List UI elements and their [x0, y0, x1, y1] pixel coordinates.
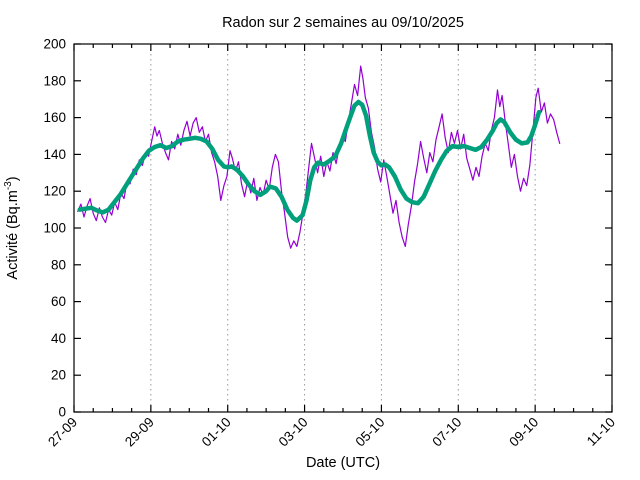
y-tick-label: 100 — [43, 221, 66, 236]
data-series — [77, 65, 561, 249]
y-tick-label: 120 — [43, 184, 66, 199]
radon-smoothed-line — [77, 99, 542, 223]
gridlines — [150, 44, 536, 412]
y-tick-label: 60 — [51, 294, 66, 309]
y-tick-label: 180 — [43, 73, 66, 88]
x-tick-label: 05-10 — [353, 415, 388, 450]
y-tick-label: 0 — [58, 405, 66, 420]
x-tick-label: 07-10 — [429, 415, 464, 450]
y-tick-label: 80 — [51, 257, 66, 272]
y-tick-label: 200 — [43, 37, 66, 52]
x-tick-label: 27-09 — [45, 415, 80, 450]
axis-labels: Radon sur 2 semaines au 09/10/2025 Date … — [3, 15, 618, 471]
radon-raw-line — [77, 65, 561, 249]
x-axis-label: Date (UTC) — [306, 455, 380, 471]
plot-frame-and-ticks — [73, 43, 613, 413]
y-tick-label: 20 — [51, 368, 66, 383]
y-tick-label: 40 — [51, 331, 66, 346]
x-tick-label: 09-10 — [506, 415, 541, 450]
x-tick-label: 01-10 — [199, 415, 234, 450]
x-tick-label: 03-10 — [276, 415, 311, 450]
chart-title: Radon sur 2 semaines au 09/10/2025 — [222, 15, 464, 31]
y-tick-label: 160 — [43, 110, 66, 125]
y-axis-label: Activité (Bq.m-3) — [3, 176, 21, 279]
x-tick-label: 29-09 — [122, 415, 157, 450]
x-tick-label: 11-10 — [584, 415, 618, 449]
plot-frame — [73, 43, 613, 413]
y-tick-label: 140 — [43, 147, 66, 162]
